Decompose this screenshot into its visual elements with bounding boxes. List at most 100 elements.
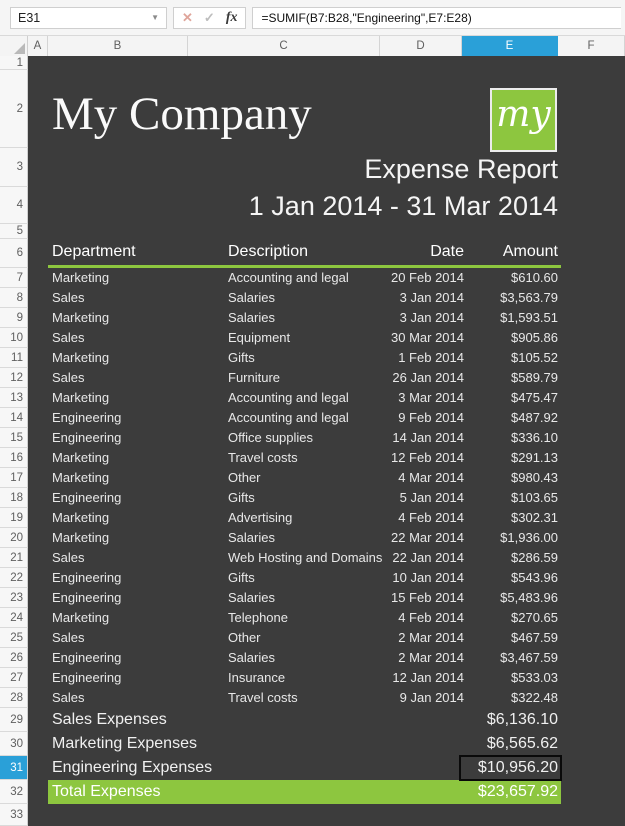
column-header-E[interactable]: E <box>462 36 558 56</box>
name-box[interactable]: E31 ▼ <box>10 6 167 29</box>
row-header-14[interactable]: 14 <box>0 408 28 428</box>
row-header-32[interactable]: 32 <box>0 780 28 804</box>
total-expenses-row[interactable]: Total Expenses $23,657.92 <box>48 780 561 804</box>
row-header-33[interactable]: 33 <box>0 804 28 826</box>
formula-bar: E31 ▼ ✕ ✓ fx =SUMIF(B7:B28,"Engineering"… <box>0 0 625 36</box>
department-cell: Sales <box>52 630 85 645</box>
column-header-B[interactable]: B <box>48 36 188 56</box>
description-cell: Salaries <box>228 290 275 305</box>
row-header-26[interactable]: 26 <box>0 648 28 668</box>
row-header-5[interactable]: 5 <box>0 224 28 239</box>
row-header-6[interactable]: 6 <box>0 239 28 268</box>
expense-row[interactable]: Sales Furniture 26 Jan 2014 $589.79 <box>28 368 625 388</box>
row-header-2[interactable]: 2 <box>0 70 28 148</box>
row-header-31[interactable]: 31 <box>0 756 28 780</box>
description-cell: Other <box>228 470 261 485</box>
row-header-20[interactable]: 20 <box>0 528 28 548</box>
department-cell: Sales <box>52 290 85 305</box>
row-header-16[interactable]: 16 <box>0 448 28 468</box>
enter-icon[interactable]: ✓ <box>203 9 215 25</box>
row-header-7[interactable]: 7 <box>0 268 28 288</box>
department-column-header: Department <box>52 243 136 260</box>
expense-row[interactable]: Engineering Office supplies 14 Jan 2014 $33… <box>28 428 625 448</box>
description-cell: Accounting and legal <box>228 270 349 285</box>
row-header-23[interactable]: 23 <box>0 588 28 608</box>
expense-row[interactable]: Engineering Salaries 2 Mar 2014 $3,467.59 <box>28 648 625 668</box>
summary-row[interactable]: Sales Expenses $6,136.10 <box>28 708 625 732</box>
expense-row[interactable]: Marketing Salaries 3 Jan 2014 $1,593.51 <box>28 308 625 328</box>
column-header-D[interactable]: D <box>380 36 462 56</box>
description-cell: Web Hosting and Domains <box>228 550 383 565</box>
row-header-29[interactable]: 29 <box>0 708 28 732</box>
description-cell: Accounting and legal <box>228 390 349 405</box>
formula-input[interactable]: =SUMIF(B7:B28,"Engineering",E7:E28) <box>252 6 621 29</box>
description-cell: Accounting and legal <box>228 410 349 425</box>
summary-row[interactable]: Marketing Expenses $6,565.62 <box>28 732 625 756</box>
insert-function-icon[interactable]: fx <box>225 9 238 25</box>
name-box-dropdown-icon[interactable]: ▼ <box>151 13 159 22</box>
expense-row[interactable]: Marketing Salaries 22 Mar 2014 $1,936.00 <box>28 528 625 548</box>
summary-row[interactable]: Engineering Expenses $10,956.20 <box>28 756 625 780</box>
amount-cell: $103.65 <box>511 490 558 505</box>
sheet: 1 2 3 4 5 6 7 8 9 10 11 12 13 14 15 16 17 18 19 20 21 22 23 24 2… <box>0 56 625 826</box>
expense-row[interactable]: Engineering Salaries 15 Feb 2014 $5,483.96 <box>28 588 625 608</box>
department-cell: Engineering <box>52 410 122 425</box>
column-header-A[interactable]: A <box>28 36 48 56</box>
expense-row[interactable]: Marketing Travel costs 12 Feb 2014 $291.13 <box>28 448 625 468</box>
row-header-15[interactable]: 15 <box>0 428 28 448</box>
expense-row[interactable]: Sales Equipment 30 Mar 2014 $905.86 <box>28 328 625 348</box>
amount-cell: $980.43 <box>511 470 558 485</box>
department-cell: Sales <box>52 330 85 345</box>
row-header-24[interactable]: 24 <box>0 608 28 628</box>
expense-row[interactable]: Marketing Gifts 1 Feb 2014 $105.52 <box>28 348 625 368</box>
department-cell: Sales <box>52 370 85 385</box>
row-header-strip: 1 2 3 4 5 6 7 8 9 10 11 12 13 14 15 16 17 18 19 20 21 22 23 24 2… <box>0 56 28 826</box>
row-header-21[interactable]: 21 <box>0 548 28 568</box>
row-header-4[interactable]: 4 <box>0 187 28 224</box>
expense-row[interactable]: Engineering Gifts 10 Jan 2014 $543.96 <box>28 568 625 588</box>
row-header-13[interactable]: 13 <box>0 388 28 408</box>
select-all-button[interactable] <box>0 36 28 56</box>
report-date-range: 1 Jan 2014 - 31 Mar 2014 <box>248 191 558 221</box>
column-header-C[interactable]: C <box>188 36 380 56</box>
row-header-3[interactable]: 3 <box>0 148 28 187</box>
row-header-1[interactable]: 1 <box>0 56 28 70</box>
date-cell: 14 Jan 2014 <box>392 430 464 445</box>
row-header-10[interactable]: 10 <box>0 328 28 348</box>
expense-table-header[interactable]: Department Description Date Amount <box>28 240 625 264</box>
amount-cell: $270.65 <box>511 610 558 625</box>
department-cell: Marketing <box>52 350 110 365</box>
expense-row[interactable]: Marketing Telephone 4 Feb 2014 $270.65 <box>28 608 625 628</box>
expense-row[interactable]: Marketing Other 4 Mar 2014 $980.43 <box>28 468 625 488</box>
row-header-12[interactable]: 12 <box>0 368 28 388</box>
row-header-17[interactable]: 17 <box>0 468 28 488</box>
row-header-22[interactable]: 22 <box>0 568 28 588</box>
row-header-9[interactable]: 9 <box>0 308 28 328</box>
expense-row[interactable]: Sales Travel costs 9 Jan 2014 $322.48 <box>28 688 625 708</box>
amount-cell: $3,563.79 <box>500 290 558 305</box>
expense-row[interactable]: Engineering Accounting and legal 9 Feb 201… <box>28 408 625 428</box>
row-header-8[interactable]: 8 <box>0 288 28 308</box>
company-logo: my <box>490 88 557 152</box>
row-header-19[interactable]: 19 <box>0 508 28 528</box>
row-header-30[interactable]: 30 <box>0 732 28 756</box>
department-cell: Marketing <box>52 310 110 325</box>
row-header-28[interactable]: 28 <box>0 688 28 708</box>
row-header-27[interactable]: 27 <box>0 668 28 688</box>
description-cell: Office supplies <box>228 430 314 445</box>
expense-row[interactable]: Sales Web Hosting and Domains 22 Jan 2014 $… <box>28 548 625 568</box>
column-header-F[interactable]: F <box>558 36 625 56</box>
expense-row[interactable]: Sales Other 2 Mar 2014 $467.59 <box>28 628 625 648</box>
expense-row[interactable]: Marketing Accounting and legal 3 Mar 2014 $… <box>28 388 625 408</box>
expense-row[interactable]: Engineering Gifts 5 Jan 2014 $103.65 <box>28 488 625 508</box>
expense-row[interactable]: Engineering Insurance 12 Jan 2014 $533.03 <box>28 668 625 688</box>
amount-cell: $1,593.51 <box>500 310 558 325</box>
expense-row[interactable]: Sales Salaries 3 Jan 2014 $3,563.79 <box>28 288 625 308</box>
expense-row[interactable]: Marketing Accounting and legal 20 Feb 2014… <box>28 268 625 288</box>
row-header-18[interactable]: 18 <box>0 488 28 508</box>
expense-row[interactable]: Marketing Advertising 4 Feb 2014 $302.31 <box>28 508 625 528</box>
date-column-header: Date <box>430 243 464 260</box>
row-header-25[interactable]: 25 <box>0 628 28 648</box>
cancel-icon[interactable]: ✕ <box>182 9 193 25</box>
row-header-11[interactable]: 11 <box>0 348 28 368</box>
